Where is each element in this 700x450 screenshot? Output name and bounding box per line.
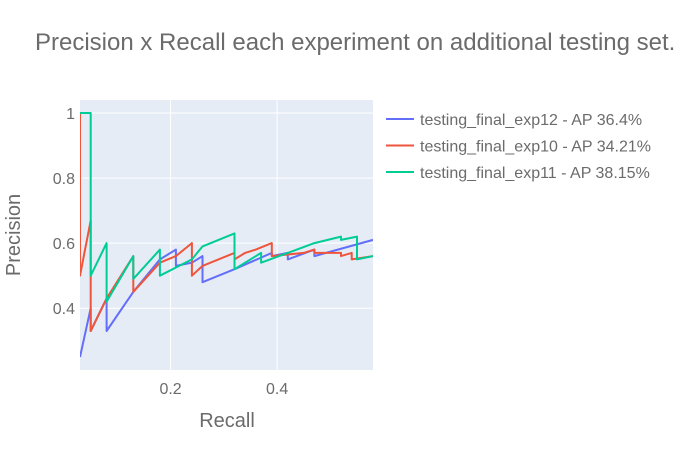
y-tick-label: 1 (66, 106, 75, 123)
y-tick-label: 0.4 (53, 301, 75, 318)
y-tick-label: 0.6 (53, 236, 75, 253)
legend-label-1: testing_final_exp12 - AP 36.4% (420, 112, 642, 129)
legend-label-2: testing_final_exp10 - AP 34.21% (420, 139, 651, 156)
tick-labels: 0.2 0.4 0.4 0.6 0.8 1 (53, 106, 289, 398)
x-tick-label: 0.2 (159, 381, 181, 398)
x-axis-title: Recall (199, 410, 255, 432)
y-axis-title: Precision (3, 194, 25, 276)
legend: testing_final_exp12 - AP 36.4% testing_fi… (386, 112, 651, 182)
plot-area (80, 100, 373, 370)
x-tick-label: 0.4 (266, 381, 288, 398)
grid (80, 100, 373, 370)
legend-label-3: testing_final_exp11 - AP 38.15% (420, 165, 650, 182)
series-line-1 (80, 238, 373, 358)
series-layer (80, 112, 373, 358)
series-line-3 (80, 112, 373, 303)
y-tick-label: 0.8 (53, 171, 75, 188)
chart-title: Precision x Recall each experiment on ad… (35, 29, 675, 56)
